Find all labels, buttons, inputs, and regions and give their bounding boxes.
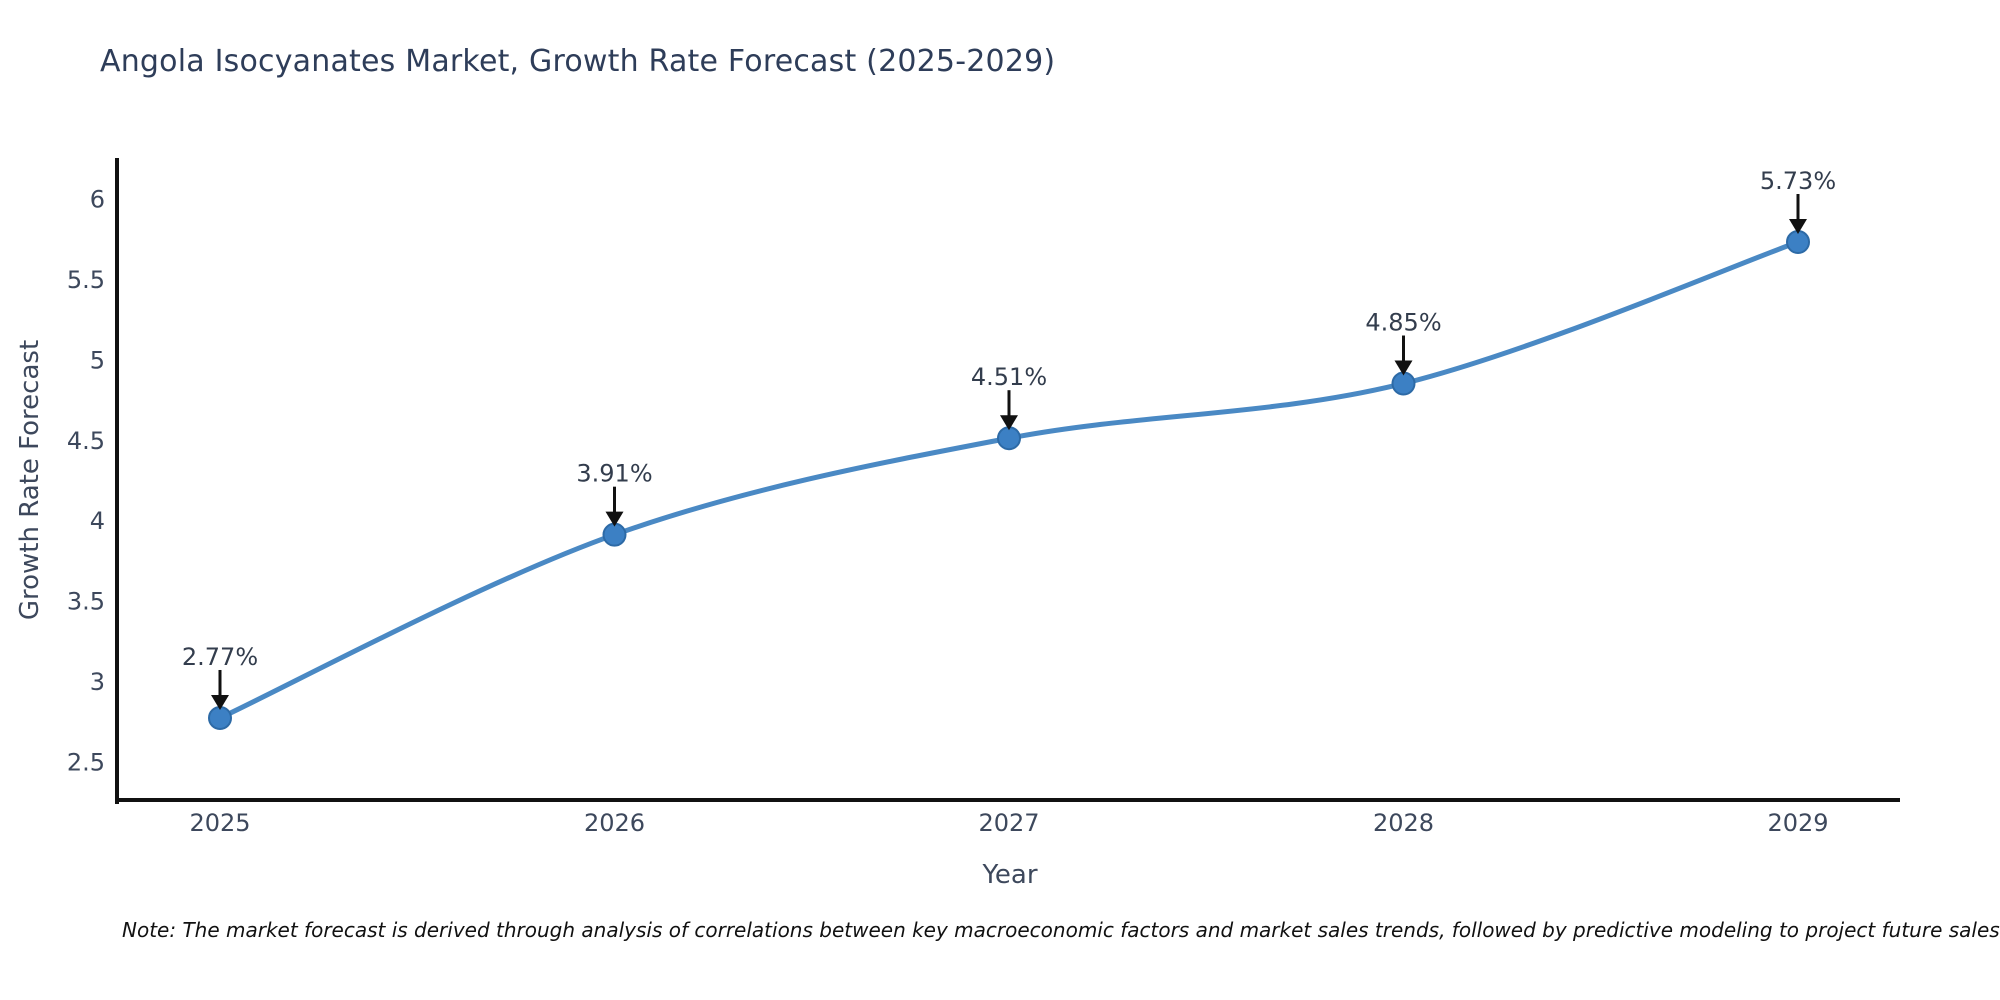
x-tick-label: 2025 [189, 809, 250, 837]
annotation-arrow-stem [1402, 335, 1405, 363]
annotation-label: 5.73% [1760, 167, 1836, 195]
annotation-label: 4.85% [1365, 309, 1441, 337]
y-tick-label: 5 [90, 346, 105, 374]
y-tick-label: 4.5 [67, 427, 105, 455]
y-tick-label: 3 [90, 668, 105, 696]
y-tick-label: 4 [90, 507, 105, 535]
annotation-arrow-head [1789, 219, 1807, 235]
x-tick-label: 2027 [978, 809, 1039, 837]
chart-title: Angola Isocyanates Market, Growth Rate F… [100, 44, 1056, 79]
x-tick-label: 2028 [1373, 809, 1434, 837]
data-point-marker [208, 705, 232, 730]
y-tick-label: 5.5 [67, 266, 105, 294]
x-tick-label: 2029 [1767, 809, 1828, 837]
x-tick-label: 2026 [584, 809, 645, 837]
annotation-arrow-stem [1007, 390, 1011, 418]
y-axis-spine [115, 158, 119, 804]
annotation-arrow-stem [218, 669, 222, 697]
annotation-label: 4.51% [971, 363, 1047, 391]
data-point-marker [1786, 230, 1810, 255]
forecast-line [217, 239, 1801, 721]
data-point-marker [997, 426, 1021, 451]
x-axis-title: Year [982, 860, 1038, 890]
data-point-marker [1391, 371, 1416, 396]
y-tick-label: 2.5 [67, 748, 105, 776]
y-tick-label: 3.5 [67, 588, 105, 616]
annotation-arrow-head [605, 511, 624, 527]
annotation-label: 3.91% [576, 460, 652, 488]
annotation-arrow-head [1000, 415, 1018, 431]
annotation-arrow-head [1394, 360, 1413, 376]
annotation-arrow-head [211, 694, 229, 710]
x-axis-spine [115, 798, 1900, 802]
annotation-arrow-stem [1796, 194, 1800, 222]
annotation-label: 2.77% [182, 643, 258, 671]
footnote: Note: The market forecast is derived thr… [122, 918, 2000, 942]
y-tick-label: 6 [90, 186, 105, 214]
annotation-arrow-stem [613, 486, 616, 514]
data-point-marker [602, 522, 627, 547]
